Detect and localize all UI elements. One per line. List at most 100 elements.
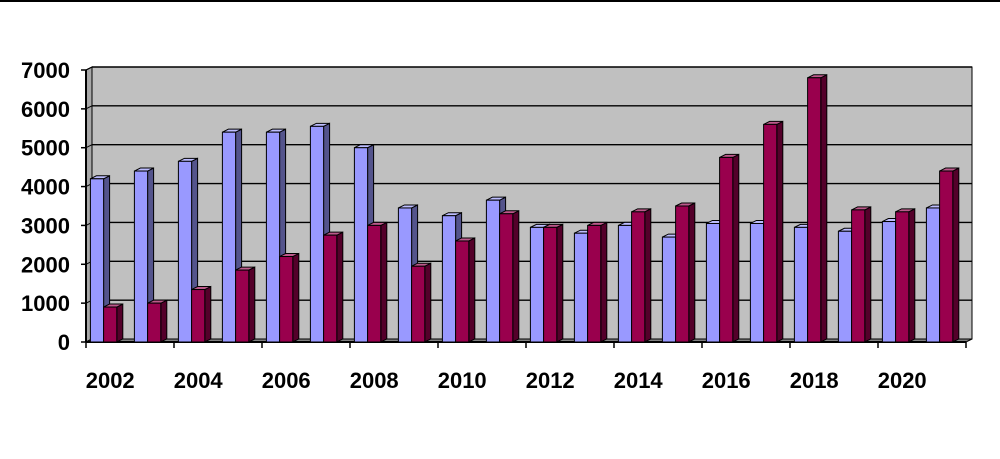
bar [631, 208, 652, 343]
bar-front-face [221, 131, 237, 343]
x-tick-label: 2018 [790, 368, 839, 393]
bar-side-face [204, 285, 212, 343]
bar [455, 237, 476, 343]
bar-front-face [749, 222, 765, 343]
bar [763, 120, 784, 343]
bar-front-face [573, 232, 589, 343]
x-tick-label: 2002 [86, 368, 135, 393]
bar-front-face [617, 224, 633, 343]
bar [895, 208, 916, 343]
bar [191, 285, 212, 343]
bar-front-face [851, 209, 866, 343]
y-tick-label: 6000 [21, 97, 70, 122]
bar-front-face [397, 207, 413, 343]
bar [587, 221, 608, 343]
bar-front-face [675, 205, 690, 343]
bar-side-face [556, 223, 564, 343]
bar-front-face [895, 211, 910, 343]
x-tick-label: 2010 [438, 368, 487, 393]
bar-side-face [160, 299, 168, 343]
bar-front-face [265, 131, 281, 343]
bar [103, 303, 124, 343]
bar-side-face [380, 221, 388, 343]
x-tick-label: 2006 [262, 368, 311, 393]
bar-side-face [600, 221, 608, 343]
bar-side-face [952, 167, 960, 343]
x-tick-label: 2020 [878, 368, 927, 393]
bar-front-face [631, 211, 646, 343]
bar-side-face [292, 252, 300, 343]
bar-front-face [455, 240, 470, 343]
bar [543, 223, 564, 343]
y-tick-label: 0 [58, 330, 70, 355]
y-tick-label: 2000 [21, 252, 70, 277]
y-tick-label: 5000 [21, 136, 70, 161]
bar-front-face [719, 156, 734, 343]
bar-side-face [732, 153, 740, 343]
x-tick-label: 2014 [614, 368, 664, 393]
bar [279, 252, 300, 343]
bar-front-face [807, 77, 822, 343]
bar [675, 202, 696, 343]
bar [807, 73, 828, 343]
bar-side-face [512, 209, 520, 343]
bar-front-face [191, 289, 206, 343]
bar-front-face [925, 207, 941, 343]
bar-front-face [441, 215, 457, 343]
bar-front-face [147, 302, 162, 343]
bar-side-face [864, 206, 872, 343]
bar-front-face [177, 160, 193, 343]
bar-front-face [881, 221, 897, 343]
x-tick-label: 2016 [702, 368, 751, 393]
x-tick-label: 2004 [174, 368, 224, 393]
bar-side-face [424, 262, 432, 343]
y-tick-label: 3000 [21, 213, 70, 238]
bar-side-face [644, 208, 652, 343]
bar-front-face [939, 170, 954, 343]
y-tick-label: 1000 [21, 291, 70, 316]
bar-front-face [279, 256, 294, 343]
bar [235, 266, 256, 343]
y-tick-label: 4000 [21, 175, 70, 200]
bar-front-face [485, 199, 501, 343]
bar-front-face [367, 224, 382, 343]
bar-front-face [705, 222, 721, 343]
bar [323, 231, 344, 343]
bar [89, 174, 111, 343]
bar-front-face [499, 213, 514, 343]
bar [147, 299, 168, 343]
bar-front-face [763, 123, 778, 343]
bar-front-face [235, 269, 250, 343]
bar-side-face [688, 202, 696, 343]
bar-side-face [248, 266, 256, 343]
bar-front-face [793, 226, 809, 343]
bar [367, 221, 388, 343]
bar-front-face [309, 125, 325, 343]
top-border-line [0, 0, 1000, 2]
bar [499, 209, 520, 343]
bar-side-face [908, 208, 916, 343]
bar-front-face [353, 147, 369, 343]
bar-front-face [837, 230, 853, 343]
x-tick-label: 2008 [350, 368, 399, 393]
bar-front-face [323, 234, 338, 343]
gridline-side [85, 66, 93, 71]
bar [411, 262, 432, 343]
bar-front-face [133, 170, 149, 343]
bar-side-face [776, 120, 784, 343]
bar [851, 206, 872, 343]
bar-front-face [587, 224, 602, 343]
bar-front-face [543, 226, 558, 343]
bar-front-face [103, 306, 118, 343]
x-tick-label: 2012 [526, 368, 575, 393]
bar-front-face [411, 265, 426, 343]
bar [719, 153, 740, 343]
bar-side-face [468, 237, 476, 343]
bar-front-face [661, 236, 677, 343]
y-tick-label: 7000 [21, 58, 70, 83]
bar-side-face [336, 231, 344, 343]
bar-side-face [116, 303, 124, 343]
bar-side-face [820, 73, 828, 343]
